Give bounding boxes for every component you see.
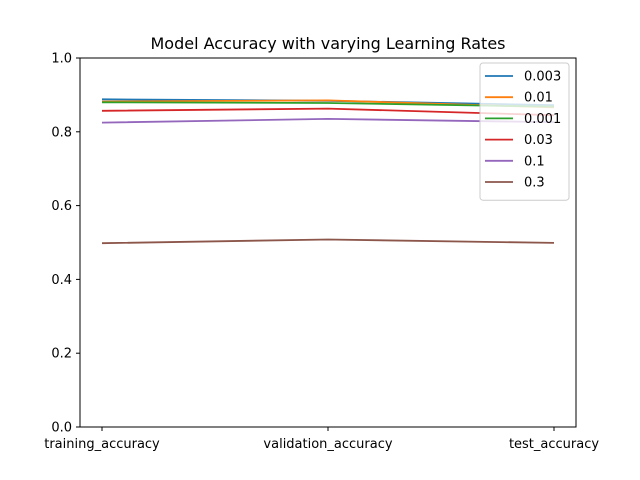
series-line-3 [101, 107, 555, 117]
x-tick-label: test_accuracy [509, 437, 599, 452]
chart-title: Model Accuracy with varying Learning Rat… [150, 34, 505, 53]
series-line-4 [101, 117, 555, 124]
y-tick-label: 0.8 [51, 125, 72, 140]
legend-label: 0.003 [524, 70, 561, 85]
series-line-5 [101, 238, 555, 245]
x-tick-label: training_accuracy [44, 437, 160, 452]
y-tick-label: 0.0 [51, 421, 72, 436]
legend-label: 0.1 [524, 154, 545, 169]
y-tick-label: 0.6 [51, 199, 72, 214]
y-tick-label: 1.0 [51, 52, 72, 67]
y-tick-label: 0.4 [51, 273, 72, 288]
y-tick-label: 0.2 [51, 347, 72, 362]
plot-area: 0.0 0.2 0.4 0.6 0.8 1.0 training_accuracy valid… [44, 52, 599, 453]
legend-label: 0.001 [524, 112, 561, 127]
legend-label: 0.3 [524, 176, 545, 191]
legend-label: 0.01 [524, 91, 553, 106]
legend: 0.003 0.01 0.001 0.03 0.1 0.3 [479, 62, 570, 201]
x-tick-label: validation_accuracy [263, 437, 392, 452]
legend-label: 0.03 [524, 133, 553, 148]
series-line-2 [101, 101, 555, 108]
